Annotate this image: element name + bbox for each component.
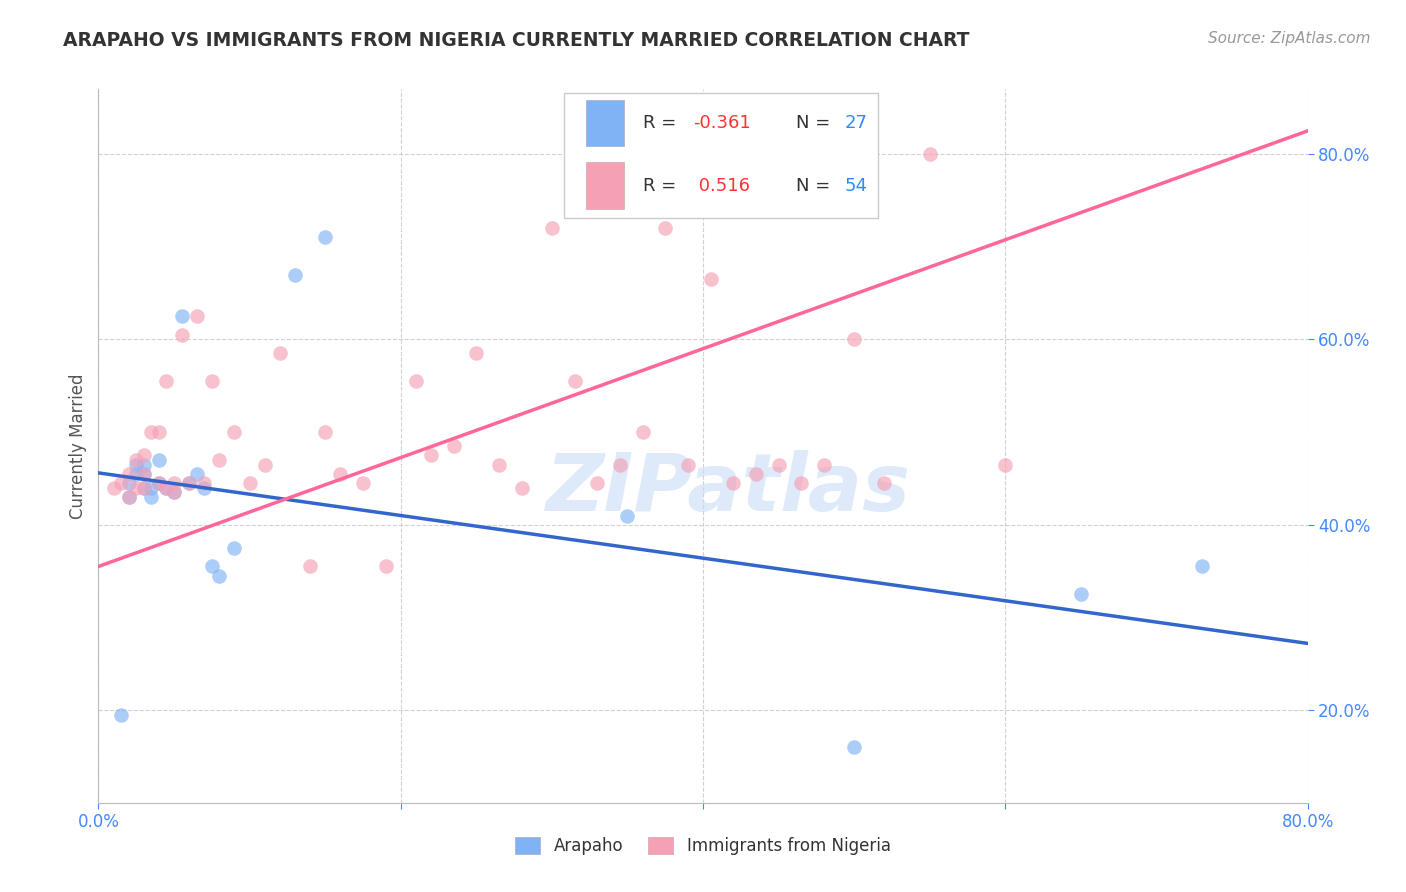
Point: [239, 476, 262, 491]
Point: [125, 458, 148, 472]
Point: [374, 559, 396, 574]
Point: [1070, 587, 1092, 601]
Point: [141, 425, 163, 439]
Point: [141, 481, 163, 495]
Point: [405, 374, 427, 388]
Point: [132, 458, 155, 472]
Point: [253, 458, 276, 472]
Point: [1191, 559, 1213, 574]
Point: [918, 147, 941, 161]
Point: [994, 458, 1017, 472]
Point: [118, 467, 141, 481]
Text: R =: R =: [643, 177, 682, 194]
Point: [745, 467, 768, 481]
Point: [699, 272, 721, 286]
FancyBboxPatch shape: [564, 93, 879, 218]
Point: [163, 485, 186, 500]
Point: [110, 476, 132, 491]
Point: [488, 458, 510, 472]
Point: [118, 476, 141, 491]
Point: [179, 476, 201, 491]
Point: [768, 458, 790, 472]
Point: [844, 333, 866, 347]
Point: [299, 559, 322, 574]
Y-axis label: Currently Married: Currently Married: [69, 373, 87, 519]
Point: [201, 559, 224, 574]
Point: [224, 541, 246, 555]
Point: [141, 490, 163, 504]
Point: [125, 467, 148, 481]
Point: [118, 490, 141, 504]
Point: [132, 467, 155, 481]
Text: -0.361: -0.361: [693, 114, 751, 132]
Point: [208, 568, 231, 582]
Point: [132, 481, 155, 495]
Point: [148, 453, 170, 467]
Point: [609, 458, 631, 472]
Text: ZIPatlas: ZIPatlas: [544, 450, 910, 528]
Point: [155, 481, 177, 495]
Point: [676, 458, 699, 472]
Point: [110, 707, 132, 722]
Point: [186, 310, 208, 324]
Point: [314, 230, 336, 244]
Point: [155, 374, 177, 388]
Text: R =: R =: [643, 114, 682, 132]
Point: [193, 481, 215, 495]
Text: ARAPAHO VS IMMIGRANTS FROM NIGERIA CURRENTLY MARRIED CORRELATION CHART: ARAPAHO VS IMMIGRANTS FROM NIGERIA CURRE…: [63, 31, 970, 50]
Point: [132, 467, 155, 481]
Point: [193, 476, 215, 491]
Point: [790, 476, 813, 491]
Point: [208, 453, 231, 467]
Point: [329, 467, 352, 481]
Point: [844, 740, 866, 755]
Point: [148, 425, 170, 439]
Text: N =: N =: [796, 177, 837, 194]
Point: [269, 346, 291, 360]
Point: [873, 476, 896, 491]
Point: [465, 346, 488, 360]
Bar: [586, 100, 624, 146]
Point: [616, 508, 638, 523]
Point: [170, 327, 193, 342]
Point: [314, 425, 336, 439]
Point: [186, 467, 208, 481]
Point: [420, 448, 443, 462]
Point: [654, 221, 676, 235]
Point: [631, 425, 654, 439]
Point: [148, 476, 170, 491]
Text: N =: N =: [796, 114, 837, 132]
Text: Source: ZipAtlas.com: Source: ZipAtlas.com: [1208, 31, 1371, 46]
Point: [201, 374, 224, 388]
Point: [125, 481, 148, 495]
Text: 54: 54: [845, 177, 868, 194]
Text: 0.516: 0.516: [693, 177, 751, 194]
Text: 27: 27: [845, 114, 868, 132]
Point: [125, 453, 148, 467]
Point: [352, 476, 374, 491]
Point: [118, 490, 141, 504]
Point: [163, 476, 186, 491]
Point: [284, 268, 307, 282]
Point: [586, 476, 609, 491]
Point: [540, 221, 562, 235]
Point: [132, 448, 155, 462]
Point: [148, 476, 170, 491]
Point: [813, 458, 835, 472]
Point: [723, 476, 745, 491]
Point: [224, 425, 246, 439]
Point: [443, 439, 465, 453]
Point: [155, 481, 177, 495]
Point: [179, 476, 201, 491]
Point: [132, 481, 155, 495]
Bar: [586, 162, 624, 209]
Legend: Arapaho, Immigrants from Nigeria: Arapaho, Immigrants from Nigeria: [516, 837, 890, 855]
Point: [103, 481, 125, 495]
Point: [510, 481, 533, 495]
Point: [564, 374, 586, 388]
Point: [163, 485, 186, 500]
Point: [170, 310, 193, 324]
